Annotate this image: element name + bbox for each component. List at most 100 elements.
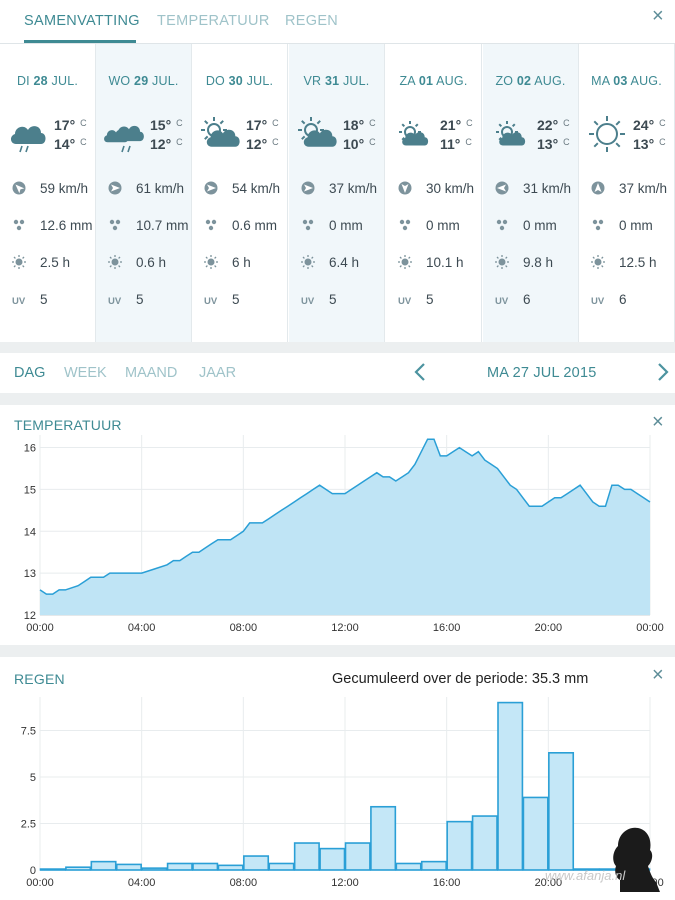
rain-bar <box>217 864 244 871</box>
rain-total-label: Gecumuleerd over de periode: 35.3 mm <box>332 671 589 687</box>
x-tick-label: 00:00 <box>26 622 54 634</box>
y-tick-label: 14 <box>24 526 36 538</box>
x-tick-label: 08:00 <box>230 877 258 889</box>
period-tab-jaar[interactable]: JAAR <box>199 365 237 381</box>
temperature-title: TEMPERATUUR <box>14 417 122 433</box>
wind-speed: 37 km/h <box>301 181 377 196</box>
temperature-line <box>39 438 651 595</box>
cloud-rain-icon <box>10 126 46 153</box>
day-header: WO 29 JUL. <box>108 74 179 88</box>
sun-cloud-icon <box>298 117 337 147</box>
close-icon[interactable]: × <box>652 664 664 686</box>
sun-hours: 2.5 h <box>12 255 70 270</box>
uv-icon: UV <box>301 296 315 307</box>
wind-direction-icon <box>301 181 315 195</box>
rain-bar <box>192 862 219 871</box>
rain-amount: 0 mm <box>301 218 363 233</box>
uv-icon: UV <box>495 296 509 307</box>
rain-bar <box>446 820 473 871</box>
max-temp: 15° <box>150 117 172 133</box>
period-tab-maand[interactable]: MAAND <box>125 365 178 381</box>
rain-bar <box>497 701 524 871</box>
day-column[interactable]: ZO 02 AUG. 22° C 13° C 31 km/h 0 mm 9.8 h … <box>483 44 579 342</box>
day-column[interactable]: DO 30 JUL. 17° C 12° C 54 km/h 0.6 mm 6 h … <box>192 44 288 342</box>
rain-bar <box>243 855 270 871</box>
rain-bar <box>141 867 168 871</box>
rain-bar <box>420 860 447 871</box>
rain-drops-icon <box>205 219 217 231</box>
current-date: MA 27 JUL 2015 <box>487 365 597 381</box>
uv-index: UV 5 <box>12 292 48 307</box>
rain-bar <box>293 842 320 871</box>
rain-title: REGEN <box>14 671 65 687</box>
active-tab-indicator <box>24 40 136 43</box>
uv-index: UV 6 <box>591 292 627 307</box>
temperature-chart: 00:00 04:00 08:00 12:00 16:00 20:00 00:0012131… <box>24 435 664 634</box>
temperature-panel: 00:00 04:00 08:00 12:00 16:00 20:00 00:00 12 13 1… <box>0 405 675 645</box>
day-column[interactable]: MA 03 AUG. 24° C 13° C 37 km/h 0 mm 12.5 h… <box>579 44 675 342</box>
sun-hours: 6.4 h <box>301 255 359 270</box>
cloud-rain-heavy-icon <box>104 125 144 153</box>
y-tick-label: 5 <box>30 772 36 784</box>
sunshine-icon <box>204 255 218 269</box>
temperature-range: 22° C 13° C <box>537 117 570 152</box>
day-header: DI 28 JUL. <box>16 74 79 88</box>
x-tick-label: 00:00 <box>26 877 54 889</box>
min-temp: 12° <box>150 136 172 152</box>
temperature-range: 21° C 11° C <box>440 117 473 152</box>
wind-speed: 54 km/h <box>204 181 280 196</box>
temperature-area <box>40 439 650 615</box>
y-tick-label: 2.5 <box>21 818 36 830</box>
tab-samenvatting[interactable]: SAMENVATTING <box>24 13 140 29</box>
chevron-left-icon[interactable] <box>414 362 426 388</box>
uv-icon: UV <box>591 296 605 307</box>
day-column[interactable]: VR 31 JUL. 18° C 10° C 37 km/h 0 mm 6.4 h … <box>289 44 385 342</box>
chevron-right-icon[interactable] <box>657 362 669 388</box>
rain-amount: 0 mm <box>398 218 460 233</box>
wind-direction-icon <box>108 181 122 195</box>
wind-speed: 31 km/h <box>495 181 571 196</box>
day-header: MA 03 AUG. <box>591 74 662 88</box>
y-tick-label: 15 <box>24 484 36 496</box>
uv-index: UV 5 <box>301 292 337 307</box>
rain-bar <box>548 752 575 871</box>
wind-direction-icon <box>495 181 509 195</box>
min-temp: 12° <box>246 136 268 152</box>
wind-direction-icon <box>12 181 26 195</box>
period-tab-dag[interactable]: DAG <box>14 365 46 381</box>
uv-icon: UV <box>12 296 26 307</box>
rain-bar <box>319 847 346 871</box>
rain-bar <box>573 868 600 871</box>
uv-icon: UV <box>398 296 412 307</box>
close-icon[interactable]: × <box>652 411 664 433</box>
x-tick-label: 08:00 <box>230 622 258 634</box>
rain-amount: 0 mm <box>495 218 557 233</box>
min-temp: 11° <box>440 136 461 152</box>
sun-hours: 0.6 h <box>108 255 166 270</box>
min-temp: 14° <box>54 136 76 152</box>
day-column[interactable]: WO 29 JUL. 15° C 12° C 61 km/h 10.7 mm 0.6… <box>96 44 192 342</box>
wind-speed: 59 km/h <box>12 181 88 196</box>
wind-speed: 37 km/h <box>591 181 667 196</box>
top-tab-bar: SAMENVATTING TEMPERATUUR REGEN × <box>0 0 675 44</box>
x-tick-label: 12:00 <box>331 877 359 889</box>
rain-bar <box>395 862 422 871</box>
tab-regen[interactable]: REGEN <box>285 13 339 29</box>
tab-temperatuur[interactable]: TEMPERATUUR <box>157 13 270 29</box>
max-temp: 21° <box>440 117 462 133</box>
day-column[interactable]: DI 28 JUL. 17° C 14° C 59 km/h 12.6 mm 2.5… <box>0 44 96 342</box>
day-column[interactable]: ZA 01 AUG. 21° C 11° C 30 km/h 0 mm 10.1 h… <box>386 44 482 342</box>
rain-drops-icon <box>13 219 25 231</box>
wind-speed: 30 km/h <box>398 181 474 196</box>
temperature-range: 18° C 10° C <box>343 117 376 152</box>
y-tick-label: 16 <box>24 443 36 455</box>
wind-speed: 61 km/h <box>108 181 184 196</box>
min-temp: 13° <box>633 136 655 152</box>
rain-amount: 10.7 mm <box>108 218 189 233</box>
x-tick-label: 04:00 <box>128 622 156 634</box>
period-tab-week[interactable]: WEEK <box>64 365 107 381</box>
rain-bar <box>115 863 142 871</box>
close-icon[interactable]: × <box>652 5 664 27</box>
sunshine-icon <box>398 255 412 269</box>
uv-icon: UV <box>204 296 218 307</box>
